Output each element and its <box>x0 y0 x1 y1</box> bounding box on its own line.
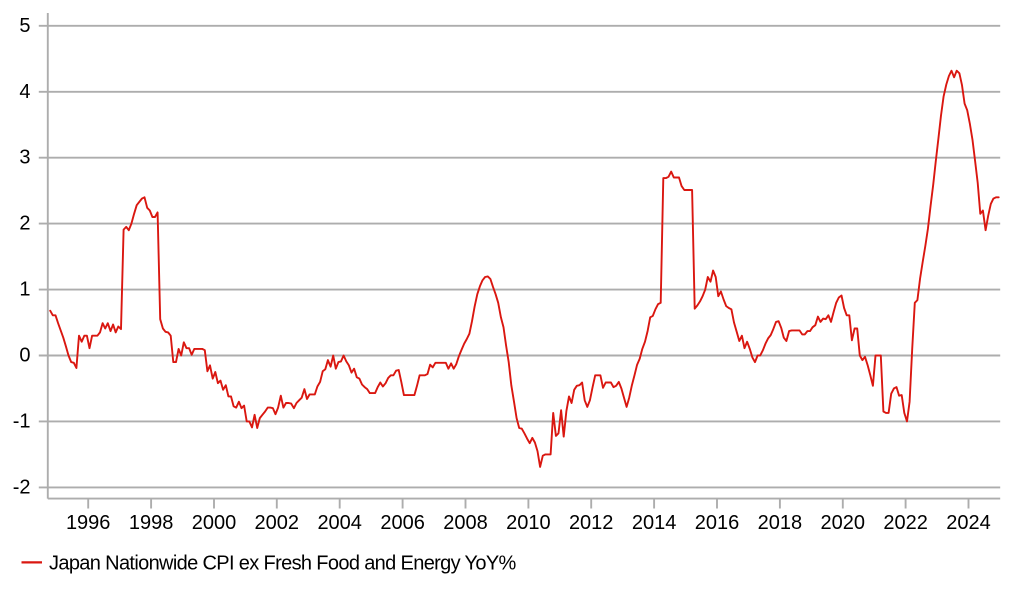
svg-text:2010: 2010 <box>506 512 551 534</box>
svg-text:2022: 2022 <box>883 512 928 534</box>
svg-text:2014: 2014 <box>632 512 677 534</box>
svg-text:5: 5 <box>19 15 30 37</box>
svg-text:2002: 2002 <box>255 512 300 534</box>
svg-text:2000: 2000 <box>192 512 237 534</box>
svg-text:2020: 2020 <box>821 512 866 534</box>
svg-text:4: 4 <box>19 81 30 103</box>
svg-text:3: 3 <box>19 147 30 169</box>
svg-text:Japan Nationwide CPI ex Fresh: Japan Nationwide CPI ex Fresh Food and E… <box>49 552 517 574</box>
svg-text:2012: 2012 <box>569 512 614 534</box>
svg-text:1996: 1996 <box>66 512 111 534</box>
svg-text:2008: 2008 <box>443 512 488 534</box>
svg-text:1: 1 <box>19 279 30 301</box>
svg-text:2018: 2018 <box>758 512 803 534</box>
svg-text:1998: 1998 <box>129 512 174 534</box>
svg-text:-2: -2 <box>13 476 31 498</box>
svg-text:0: 0 <box>19 345 30 367</box>
svg-text:2016: 2016 <box>695 512 740 534</box>
svg-text:2024: 2024 <box>946 512 991 534</box>
svg-text:-1: -1 <box>13 410 31 432</box>
svg-text:2006: 2006 <box>380 512 425 534</box>
svg-text:2004: 2004 <box>317 512 362 534</box>
svg-text:2: 2 <box>19 213 30 235</box>
